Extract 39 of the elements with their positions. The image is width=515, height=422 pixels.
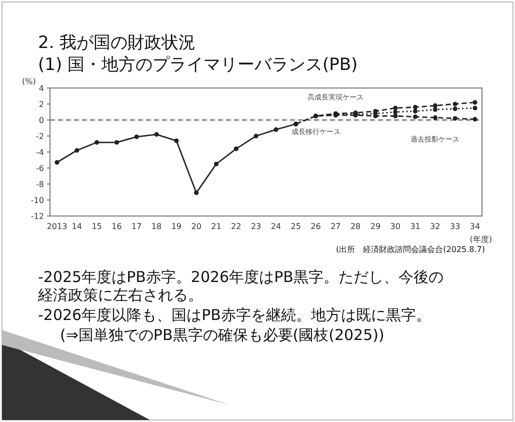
x-tick-label: 29 [370, 222, 381, 231]
x-tick-label: 30 [390, 222, 400, 231]
text: -2025年度はPB赤字。2026年度はPB黒字。ただし、今後の経済政策に左右される。 [37, 268, 444, 304]
y-tick-label: -4 [36, 148, 44, 157]
text: (⇒国単独でのPB黒字の確保も必要(國枝(2025)) [60, 326, 384, 344]
y-tick-label: -6 [36, 164, 44, 173]
x-tick-label: 34 [470, 222, 480, 231]
x-tick-label: 32 [430, 222, 440, 231]
x-tick-label: 23 [250, 222, 262, 231]
text: (出所 経済財政諮問会議会合(2025.8.7) [336, 245, 485, 254]
y-tick-label: 2 [38, 100, 44, 109]
x-tick-label: 14 [72, 222, 82, 231]
y-tick-label: 0 [38, 116, 44, 125]
x-tick-label: 27 [330, 222, 341, 231]
x-tick-label: 25 [290, 222, 301, 231]
x-tick-label: 20 [191, 222, 202, 231]
x-tick-label: 24 [270, 222, 282, 231]
x-tick-label: 16 [112, 222, 122, 231]
y-tick-label: -12 [30, 212, 44, 221]
x-axis-title: (年度) [470, 235, 492, 244]
y-tick-label: -10 [30, 196, 44, 205]
x-tick-label: 15 [92, 222, 102, 231]
y-axis-title: (%) [22, 77, 36, 86]
text: -2026年度以降も、国はPB赤字を継続。地方は既に黒字。 [38, 306, 431, 324]
chart-subtitle: (1) 国・地方のプライマリーバランス(PB) [38, 55, 358, 75]
x-tick-label: 2013 [46, 222, 68, 231]
x-tick-label: 21 [211, 222, 222, 231]
x-tick-label: 31 [410, 222, 420, 231]
x-tick-label: 26 [310, 222, 321, 231]
y-tick-label: -2 [36, 132, 44, 141]
x-tick-label: 33 [450, 222, 460, 231]
chart-title: 2. 我が国の財政状況 [38, 33, 196, 53]
x-tick-label: 28 [350, 222, 361, 231]
y-tick-label: -8 [36, 180, 44, 189]
x-tick-label: 19 [171, 222, 182, 231]
x-tick-label: 22 [231, 222, 242, 231]
x-tick-label: 17 [132, 222, 142, 231]
x-tick-label: 18 [151, 222, 162, 231]
y-tick-label: 4 [38, 84, 44, 93]
